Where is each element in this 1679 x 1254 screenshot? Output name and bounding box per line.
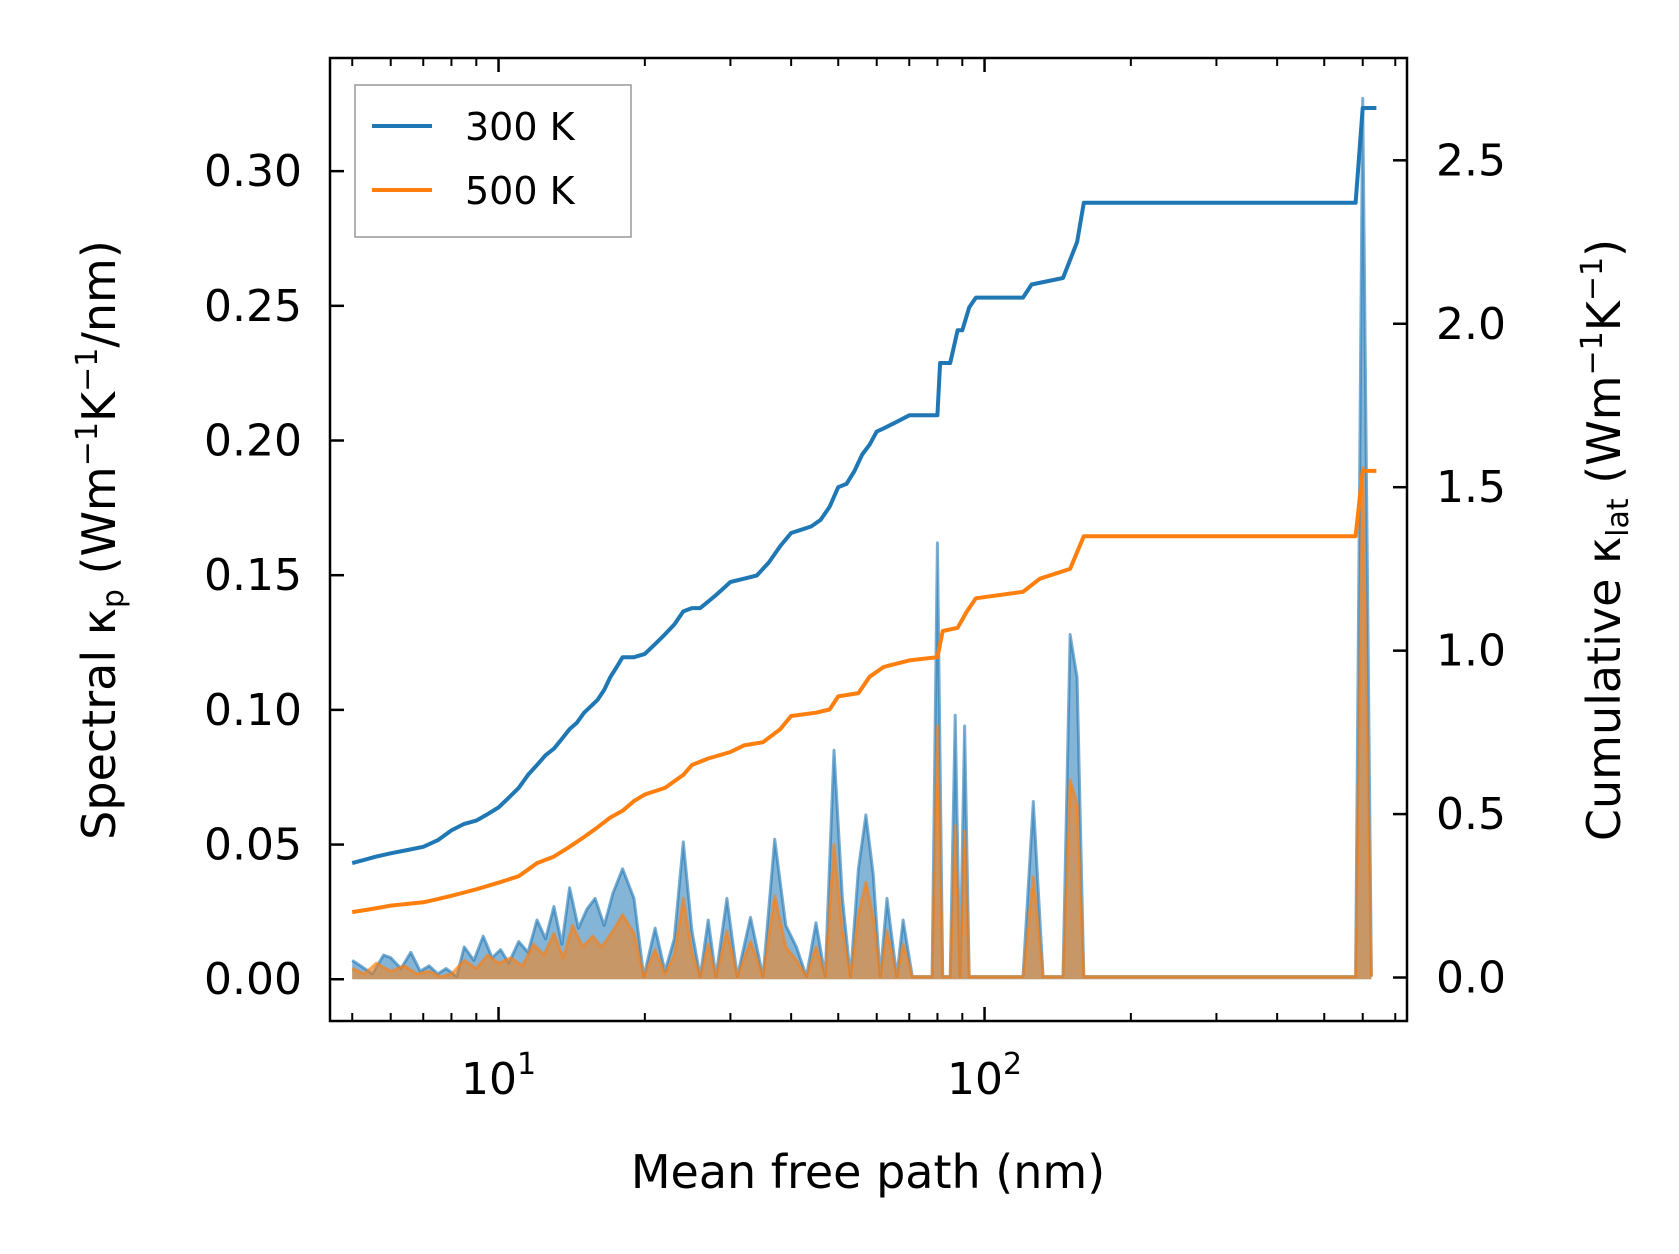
x-tick-label-base: 10 — [947, 1054, 1003, 1105]
y-left-label-prefix: Spectral κ — [72, 608, 126, 840]
y-right-label-units: (Wm — [1577, 375, 1631, 498]
x-tick-label: 102 — [947, 1047, 1022, 1105]
y-left-tick-label: 0.20 — [204, 416, 302, 467]
y-right-label-mid: K — [1577, 299, 1631, 331]
y-right-label-sub: lat — [1601, 498, 1636, 537]
x-tick-label-base: 10 — [461, 1054, 517, 1105]
y-right-label-tail: ) — [1577, 239, 1631, 257]
y-left-label-sub: p — [96, 589, 131, 608]
y-right-label-prefix: Cumulative κ — [1577, 537, 1631, 841]
series-line-500-k-spectral — [351, 465, 1373, 979]
y-left-tick-label: 0.30 — [204, 146, 302, 197]
y-left-label-exp2: −1 — [70, 348, 105, 392]
legend: 300 K 500 K — [354, 84, 632, 238]
x-tick-label-exp: 2 — [1003, 1047, 1022, 1082]
series-line-500-k-cumulative — [351, 468, 1377, 915]
y-right-tick-label: 1.5 — [1436, 462, 1506, 513]
y-right-tick-label: 1.0 — [1436, 626, 1506, 677]
y-right-axis-label: Cumulative κlat (Wm−1K−1) — [1575, 239, 1636, 841]
y-left-tick-label: 0.00 — [204, 954, 302, 1005]
ticks-layer: 101 1020.000.050.100.150.200.250.300.00.5… — [204, 58, 1506, 1105]
y-left-tick-label: 0.10 — [204, 685, 302, 736]
series-line-300-k-cumulative — [351, 106, 1377, 866]
y-right-tick-label: 0.5 — [1436, 789, 1506, 840]
x-tick-label-exp: 1 — [517, 1047, 536, 1082]
y-left-label-exp1: −1 — [70, 422, 105, 466]
plot-frame — [328, 56, 1409, 1023]
y-left-label-units: (Wm — [72, 466, 126, 589]
y-right-tick-label: 2.5 — [1436, 135, 1506, 186]
y-right-tick-label: 0.0 — [1436, 953, 1506, 1004]
y-left-axis-label: Spectral κp (Wm−1K−1/nm) — [70, 240, 131, 840]
y-right-label-exp1: −1 — [1575, 331, 1610, 375]
y-left-tick-label: 0.15 — [204, 550, 302, 601]
series-line-300-k-spectral — [351, 96, 1373, 979]
y-left-label-mid: K — [72, 390, 126, 422]
y-left-tick-label: 0.25 — [204, 281, 302, 332]
legend-label-500k: 500 K — [465, 169, 576, 213]
legend-box — [354, 84, 632, 238]
series-layer — [351, 96, 1377, 980]
y-right-label-exp2: −1 — [1575, 257, 1610, 301]
x-tick-label: 101 — [461, 1047, 536, 1105]
y-left-label-tail: /nm) — [72, 240, 126, 347]
y-right-tick-label: 2.0 — [1436, 299, 1506, 350]
x-axis-label: Mean free path (nm) — [631, 1145, 1105, 1199]
legend-label-300k: 300 K — [465, 105, 576, 149]
y-left-tick-label: 0.05 — [204, 820, 302, 871]
